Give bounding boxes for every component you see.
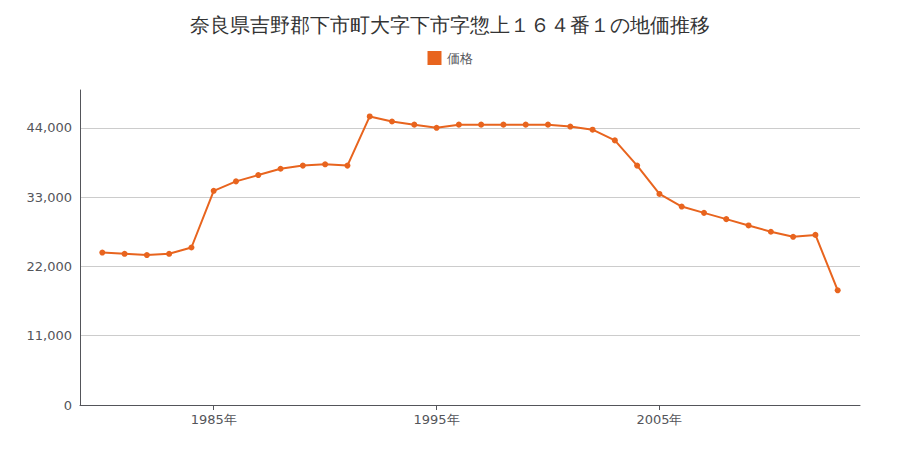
svg-text:44,000: 44,000 bbox=[27, 120, 73, 135]
svg-text:22,000: 22,000 bbox=[27, 259, 73, 274]
svg-text:価格: 価格 bbox=[447, 51, 473, 66]
svg-text:1995年: 1995年 bbox=[414, 412, 460, 427]
svg-text:奈良県吉野郡下市町大字下市字惣上１６４番１の地価推移: 奈良県吉野郡下市町大字下市字惣上１６４番１の地価推移 bbox=[190, 13, 710, 37]
svg-text:33,000: 33,000 bbox=[27, 190, 73, 205]
svg-text:1985年: 1985年 bbox=[191, 412, 237, 427]
svg-text:0: 0 bbox=[64, 398, 72, 413]
svg-text:11,000: 11,000 bbox=[27, 328, 73, 343]
svg-text:2005年: 2005年 bbox=[636, 412, 682, 427]
